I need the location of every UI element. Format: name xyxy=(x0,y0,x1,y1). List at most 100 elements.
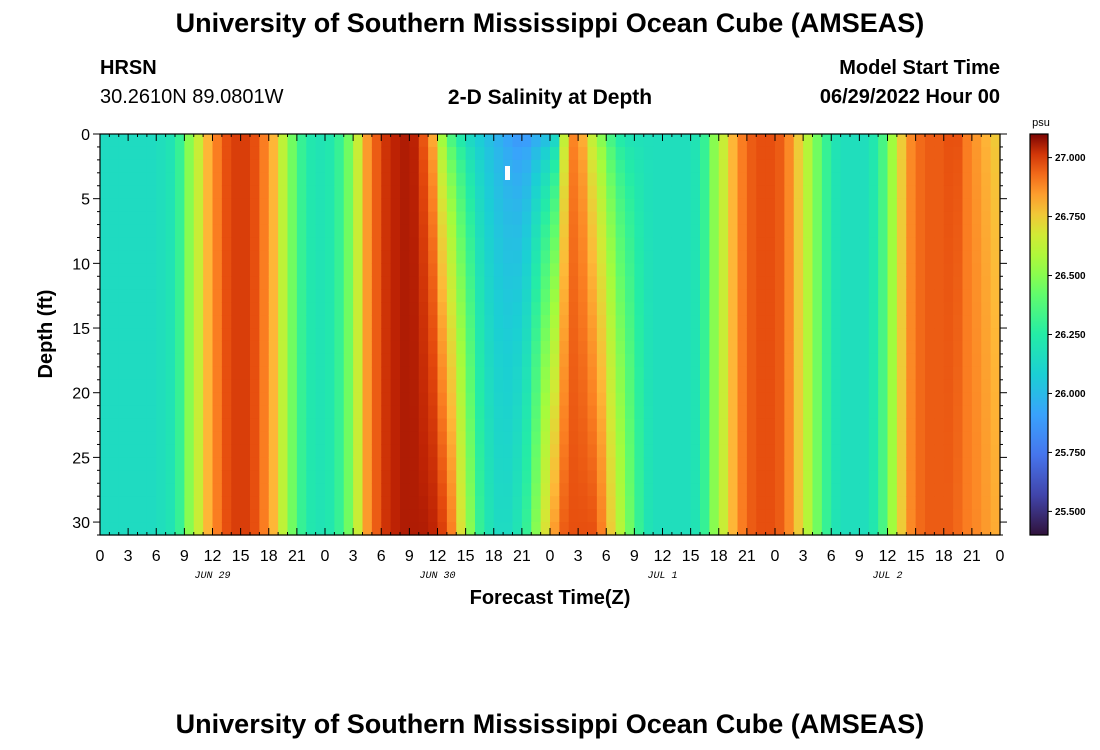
heatmap-cell xyxy=(596,340,607,355)
heatmap-cell xyxy=(990,302,1001,316)
heatmap-cell xyxy=(540,496,551,510)
heatmap-cell xyxy=(475,353,485,368)
heatmap-cell xyxy=(906,483,917,497)
heatmap-cell xyxy=(550,224,560,239)
heatmap-cell xyxy=(362,276,373,290)
heatmap-cell xyxy=(428,418,439,433)
heatmap-cell xyxy=(353,405,364,420)
heatmap-cell xyxy=(868,522,879,536)
heatmap-cell xyxy=(850,224,860,239)
heatmap-cell xyxy=(446,146,457,161)
heatmap-cell xyxy=(456,211,467,226)
heatmap-cell xyxy=(896,315,907,329)
heatmap-cell xyxy=(193,340,204,355)
heatmap-cell xyxy=(137,185,148,200)
heatmap-cell xyxy=(296,522,307,536)
heatmap-cell xyxy=(737,289,748,303)
heatmap-cell xyxy=(193,418,204,433)
heatmap-cell xyxy=(690,146,701,161)
heatmap-cell xyxy=(971,405,982,420)
heatmap-cell xyxy=(915,224,926,239)
heatmap-cell xyxy=(512,211,523,226)
heatmap-cell xyxy=(400,237,410,252)
heatmap-cell xyxy=(456,366,467,381)
heatmap-cell xyxy=(775,315,785,329)
heatmap-cell xyxy=(493,444,504,458)
heatmap-cell xyxy=(662,289,673,303)
heatmap-cell xyxy=(428,146,439,161)
heatmap-cell xyxy=(887,224,898,239)
heatmap-cell xyxy=(765,134,776,148)
heatmap-cell xyxy=(915,405,926,420)
heatmap-cell xyxy=(887,237,898,252)
heatmap-cell xyxy=(278,276,289,290)
heatmap-cell xyxy=(353,496,364,510)
heatmap-cell xyxy=(925,496,935,510)
heatmap-cell xyxy=(671,405,682,420)
heatmap-cell xyxy=(662,340,673,355)
heatmap-cell xyxy=(231,134,242,148)
heatmap-cell xyxy=(278,444,289,458)
heatmap-cell xyxy=(718,198,729,213)
heatmap-cell xyxy=(653,224,664,239)
heatmap-cell xyxy=(409,483,420,497)
heatmap-cell xyxy=(925,237,935,252)
heatmap-cell xyxy=(193,276,204,290)
heatmap-cell xyxy=(653,353,664,368)
heatmap-cell xyxy=(971,418,982,433)
heatmap-cell xyxy=(934,522,945,536)
heatmap-cell xyxy=(165,470,176,484)
heatmap-cell xyxy=(643,134,654,148)
heatmap-cell xyxy=(746,444,757,458)
heatmap-cell xyxy=(784,483,795,497)
heatmap-cell xyxy=(596,276,607,290)
heatmap-cell xyxy=(137,405,148,420)
heatmap-cell xyxy=(971,315,982,329)
heatmap-cell xyxy=(221,224,232,239)
heatmap-cell xyxy=(831,250,842,264)
heatmap-cell xyxy=(400,159,410,174)
heatmap-cell xyxy=(700,134,710,148)
heatmap-cell xyxy=(550,302,560,316)
heatmap-cell xyxy=(934,185,945,200)
heatmap-cell xyxy=(915,522,926,536)
x-tick-label: 15 xyxy=(907,548,925,565)
heatmap-cell xyxy=(756,418,767,433)
heatmap-cell xyxy=(953,366,964,381)
heatmap-cell xyxy=(231,366,242,381)
heatmap-cell xyxy=(475,146,485,161)
heatmap-cell xyxy=(962,340,973,355)
heatmap-cell xyxy=(831,522,842,536)
heatmap-cell xyxy=(728,172,739,187)
heatmap-cell xyxy=(400,315,410,329)
heatmap-cell xyxy=(540,263,551,277)
heatmap-cell xyxy=(512,237,523,252)
heatmap-cell xyxy=(962,366,973,381)
heatmap-cell xyxy=(212,185,223,200)
heatmap-cell xyxy=(315,250,326,264)
heatmap-cell xyxy=(896,224,907,239)
heatmap-cell xyxy=(503,509,514,523)
heatmap-cell xyxy=(943,457,954,471)
heatmap-cell xyxy=(268,185,279,200)
heatmap-cell xyxy=(465,211,476,226)
heatmap-cell xyxy=(756,431,767,446)
heatmap-cell xyxy=(559,159,570,174)
heatmap-cell xyxy=(850,405,860,420)
heatmap-cell xyxy=(578,522,589,536)
heatmap-cell xyxy=(353,224,364,239)
heatmap-cell xyxy=(812,470,823,484)
heatmap-cell xyxy=(709,302,720,316)
heatmap-cell xyxy=(756,198,767,213)
heatmap-cell xyxy=(634,470,645,484)
heatmap-cell xyxy=(231,276,242,290)
heatmap-cell xyxy=(503,289,514,303)
heatmap-cell xyxy=(428,211,439,226)
heatmap-cell xyxy=(128,185,139,200)
heatmap-cell xyxy=(531,224,542,239)
heatmap-cell xyxy=(418,198,429,213)
heatmap-cell xyxy=(887,418,898,433)
heatmap-cell xyxy=(606,289,617,303)
heatmap-cell xyxy=(109,185,120,200)
heatmap-cell xyxy=(212,159,223,174)
